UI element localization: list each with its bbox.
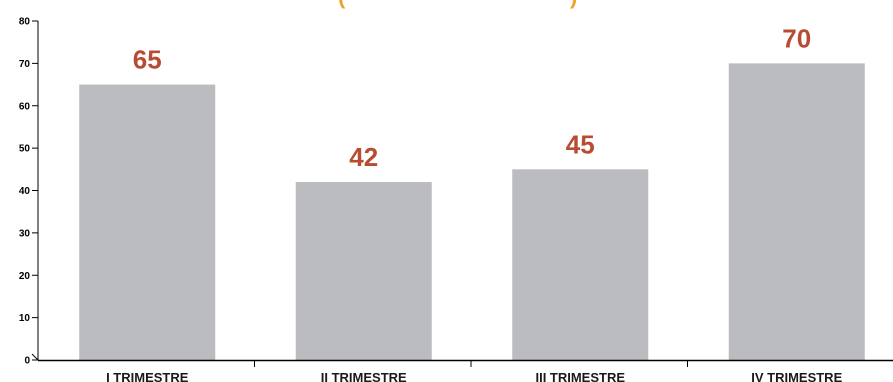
- chart-title: ( ): [338, 0, 577, 9]
- data-labels: 65 42 45 70: [133, 23, 811, 172]
- y-axis: 0 10 20 30 40 50 60 70 80: [19, 17, 39, 367]
- y-tick-label: 20: [19, 271, 31, 282]
- y-tick-label: 10: [19, 313, 31, 324]
- x-tick-label: IV TRIMESTRE: [751, 370, 842, 382]
- data-label: 70: [782, 23, 811, 53]
- chart-title-fragment-right: ): [570, 0, 577, 9]
- data-label: 45: [566, 129, 595, 159]
- data-label: 42: [349, 142, 378, 172]
- bar: [79, 84, 216, 360]
- y-tick-label: 40: [19, 186, 31, 197]
- y-tick-label: 50: [19, 144, 31, 155]
- bar: [728, 63, 865, 360]
- y-tick-label: 80: [19, 17, 31, 28]
- chart-title-fragment-left: (: [338, 0, 346, 9]
- y-tick-label: 30: [19, 228, 31, 239]
- data-label: 65: [133, 45, 162, 75]
- x-tick-label: I TRIMESTRE: [106, 370, 189, 382]
- bars: [79, 63, 865, 360]
- bar: [295, 182, 432, 360]
- y-tick-label: 70: [19, 59, 31, 70]
- y-tick-label: 0: [24, 356, 30, 367]
- x-axis: I TRIMESTRE II TRIMESTRE III TRIMESTRE IV T…: [31, 353, 893, 382]
- x-tick-label: II TRIMESTRE: [321, 370, 407, 382]
- y-tick-label: 60: [19, 101, 31, 112]
- bar: [512, 169, 649, 360]
- x-tick-label: III TRIMESTRE: [535, 370, 625, 382]
- x-axis-origin-tick: [31, 353, 39, 361]
